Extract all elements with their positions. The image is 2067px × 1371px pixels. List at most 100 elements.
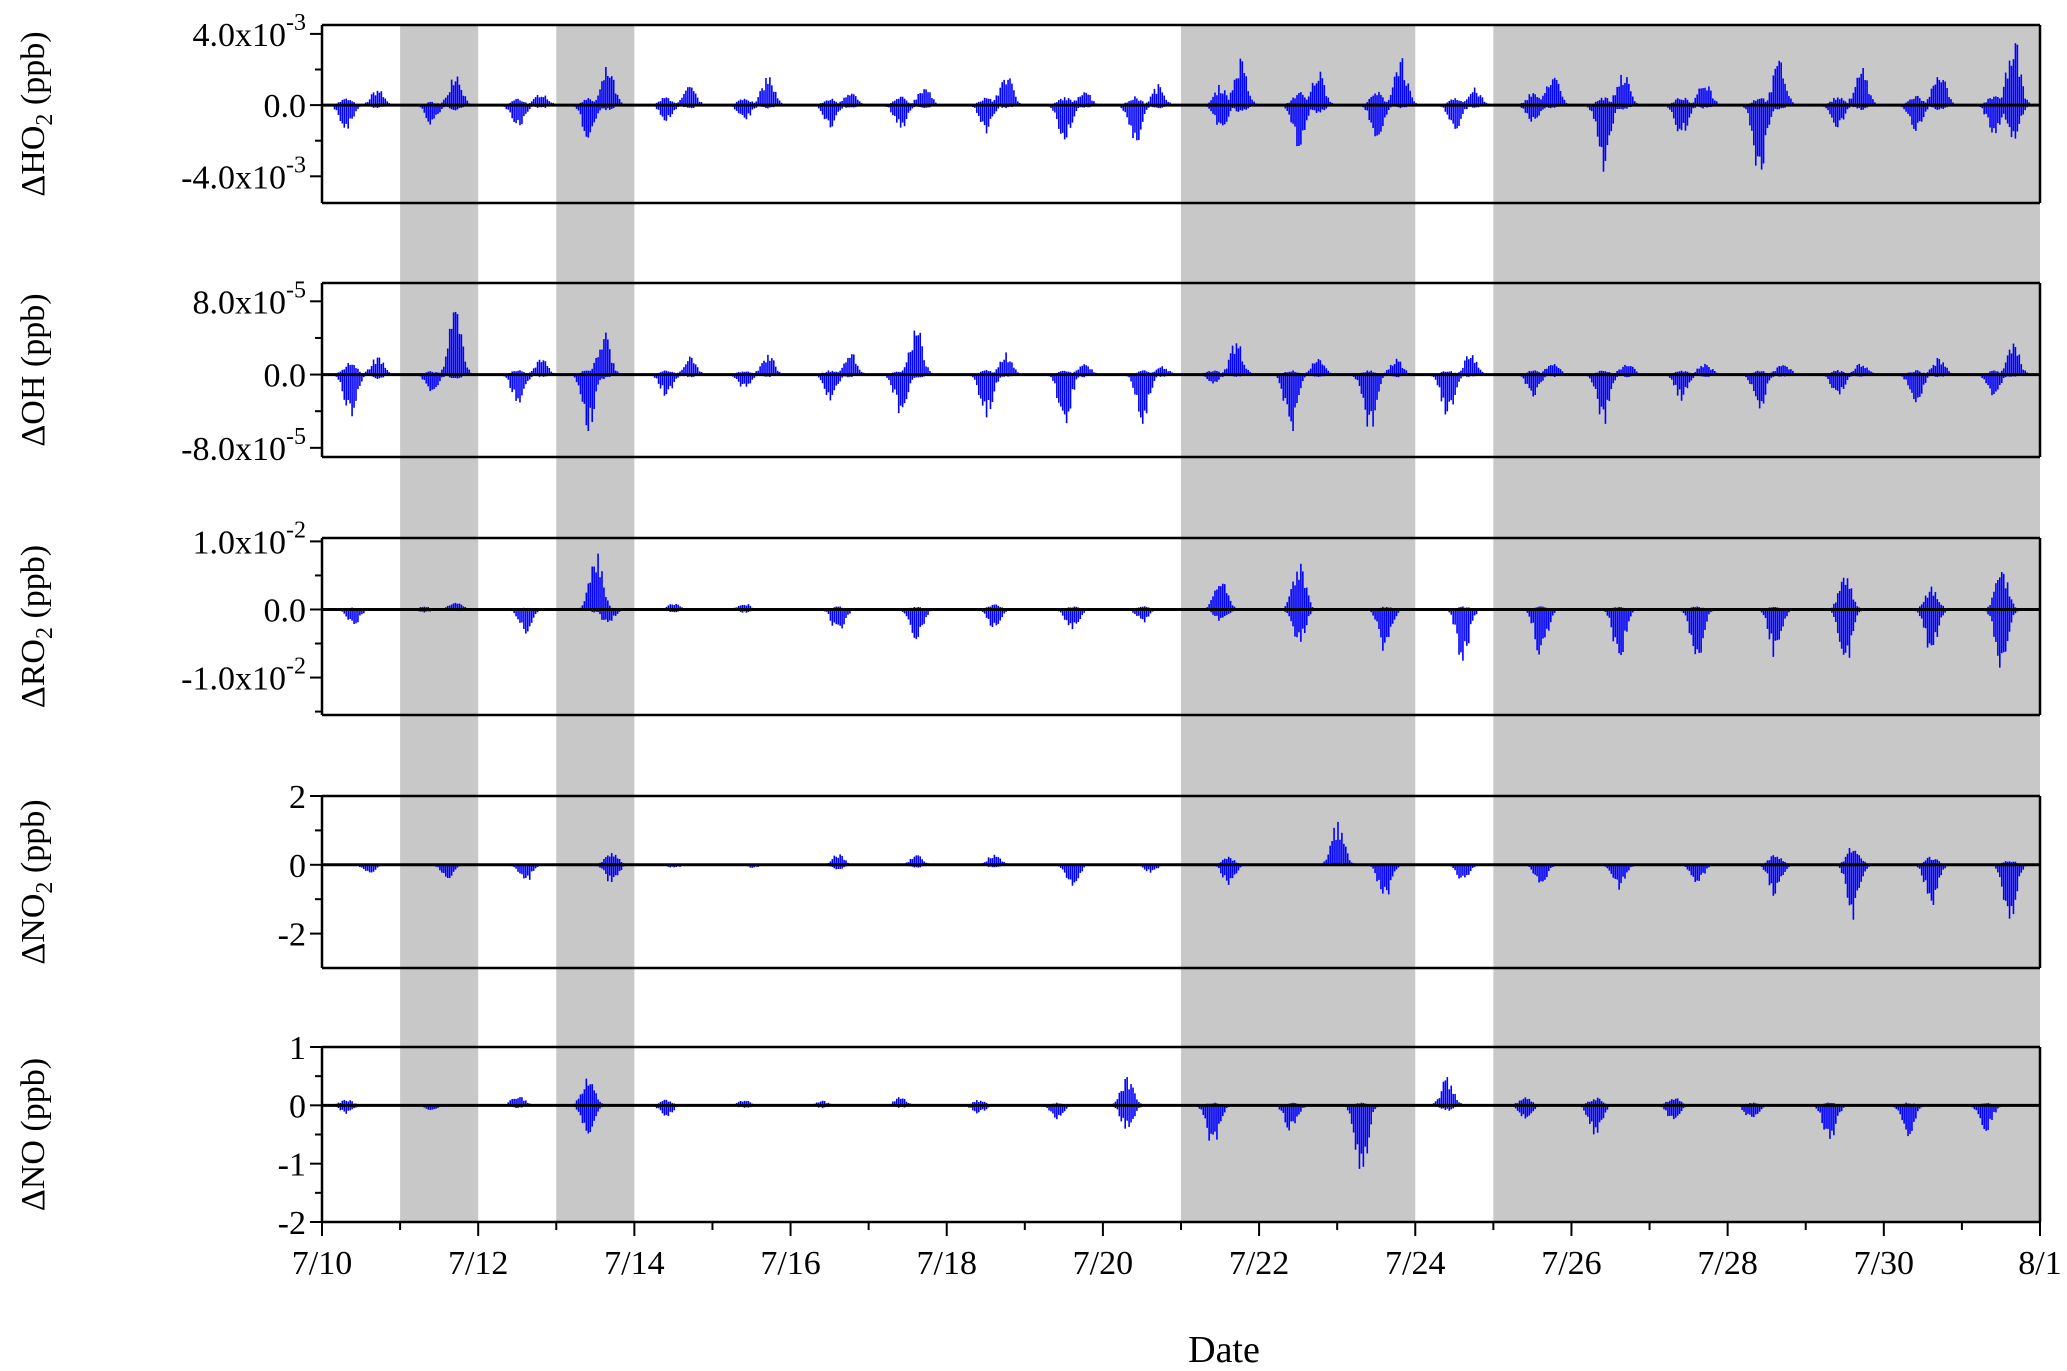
bar-neg: [1368, 374, 1371, 415]
bar-neg: [1548, 864, 1550, 871]
bar-neg: [835, 374, 838, 386]
bar-neg: [1772, 105, 1775, 112]
bar-neg: [1833, 105, 1835, 123]
bar-pos: [843, 859, 845, 865]
bar-pos: [2010, 599, 2013, 610]
bar-neg: [1296, 374, 1298, 403]
bar-neg: [1674, 374, 1677, 385]
bar-neg: [608, 864, 611, 876]
bar-neg: [359, 609, 361, 616]
bar-pos: [2008, 60, 2011, 106]
bar-pos: [587, 98, 590, 106]
bar-pos: [823, 1100, 826, 1106]
bar-pos: [825, 100, 828, 106]
bar-neg: [1692, 609, 1695, 647]
bar-neg: [1549, 864, 1552, 869]
bar-neg: [1975, 1105, 1978, 1111]
bar-neg: [1909, 105, 1911, 117]
bar-pos: [667, 605, 670, 610]
bar-pos: [681, 97, 683, 106]
bar-neg: [439, 864, 441, 871]
bar-neg: [1768, 864, 1771, 886]
bar-pos: [1616, 371, 1618, 375]
bar-pos: [987, 371, 990, 375]
bar-pos: [1696, 94, 1698, 106]
bar-pos: [458, 333, 461, 375]
bar-neg: [1536, 374, 1538, 388]
bar-neg: [1692, 374, 1695, 379]
bar-pos: [1138, 100, 1140, 106]
bar-neg: [1305, 609, 1308, 626]
bar-neg: [1766, 864, 1769, 874]
bar-neg: [1247, 105, 1249, 109]
bar-pos: [1770, 856, 1773, 865]
bar-neg: [1214, 609, 1216, 616]
bar-neg: [1237, 864, 1240, 871]
bar-pos: [1389, 94, 1392, 106]
bar-pos: [1844, 584, 1847, 610]
bar-pos: [696, 97, 699, 106]
bar-neg: [1684, 609, 1687, 616]
bar-pos: [989, 371, 992, 375]
bar-pos: [446, 348, 449, 375]
bar-neg: [1836, 609, 1839, 634]
bar-neg: [1626, 105, 1628, 109]
bar-pos: [599, 89, 601, 106]
bar-pos: [974, 1102, 976, 1106]
bar-neg: [2014, 864, 2017, 900]
bar-pos: [1325, 859, 1328, 865]
bar-pos: [1223, 584, 1226, 610]
bar-pos: [1866, 367, 1868, 375]
bar-pos: [1462, 606, 1464, 610]
bar-pos: [443, 366, 445, 375]
bar-neg: [1688, 374, 1691, 383]
bar-pos: [1305, 99, 1308, 106]
bar-neg: [1454, 609, 1456, 625]
bar-neg: [1823, 1105, 1825, 1130]
bar-neg: [1909, 1105, 1911, 1134]
bar-neg: [1928, 864, 1931, 894]
bar-pos: [1864, 79, 1866, 106]
bar-pos: [1477, 96, 1480, 106]
x-tick-label: 7/28: [1697, 1245, 1757, 1282]
bar-neg: [1452, 374, 1454, 405]
bar-neg: [1399, 105, 1402, 109]
bar-neg: [1216, 374, 1218, 382]
bar-pos: [981, 1101, 984, 1106]
bar-neg: [976, 374, 978, 386]
y-tick-label: -4.0x10-3: [181, 152, 306, 196]
bar-neg: [1991, 609, 1993, 622]
bar-neg: [1360, 1105, 1363, 1154]
x-tick-label: 7/26: [1541, 1245, 1601, 1282]
bar-neg: [1987, 1105, 1989, 1131]
bar-neg: [1288, 1105, 1290, 1131]
bar-neg: [1835, 105, 1837, 127]
bar-neg: [1132, 1105, 1134, 1119]
bar-neg: [1147, 864, 1150, 870]
bar-pos: [1290, 100, 1292, 106]
bar-pos: [1134, 1093, 1136, 1106]
bar-neg: [421, 374, 424, 380]
bar-neg: [1069, 374, 1072, 409]
bar-neg: [1864, 864, 1866, 872]
bar-neg: [341, 374, 344, 392]
bar-neg: [341, 105, 344, 124]
bar-pos: [1083, 92, 1085, 106]
bar-neg: [1866, 864, 1868, 869]
bar-pos: [1479, 95, 1482, 106]
bar-neg: [1059, 374, 1062, 407]
bar-pos: [661, 371, 664, 375]
bar-pos: [759, 366, 761, 375]
bar-neg: [1676, 1105, 1679, 1116]
bar-neg: [1672, 374, 1675, 386]
series-bars-RO2: [339, 553, 2021, 668]
bar-neg: [1223, 1105, 1226, 1113]
bar-pos: [1015, 369, 1017, 375]
bar-pos: [1399, 361, 1402, 375]
bar-neg: [892, 374, 894, 393]
bar-pos: [1858, 363, 1861, 375]
bar-pos: [993, 99, 996, 106]
bar-neg: [1237, 105, 1240, 112]
bar-pos: [607, 600, 609, 610]
bar-pos: [1858, 77, 1861, 106]
